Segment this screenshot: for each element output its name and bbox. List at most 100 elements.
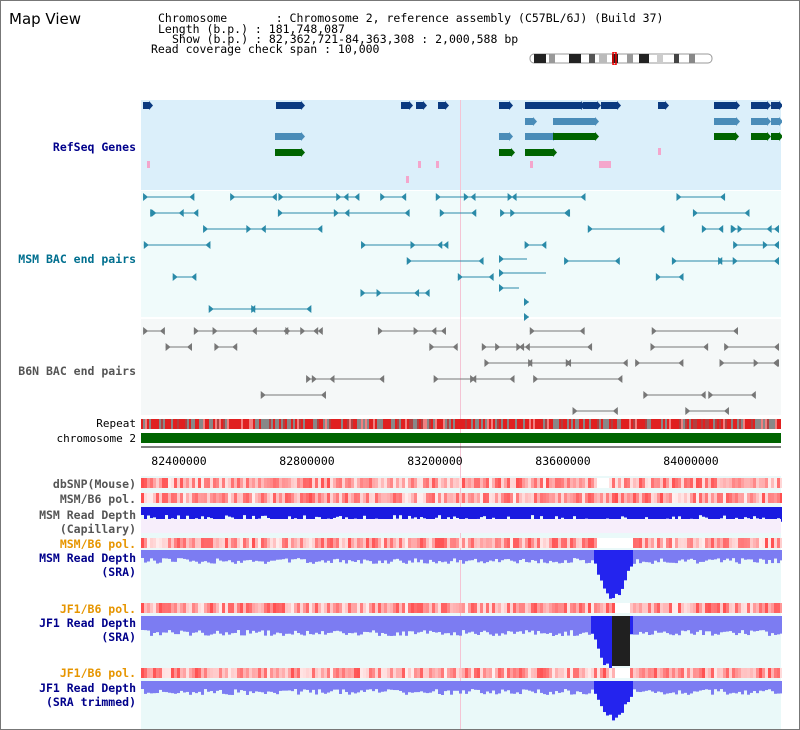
depth-bar: [714, 507, 717, 524]
heat-cell: [192, 603, 195, 613]
heat-cell: [588, 603, 591, 613]
heat-cell: [441, 538, 444, 548]
heat-cell: [372, 603, 375, 613]
label-msm-depth-sra[interactable]: MSM Read Depth (SRA): [39, 551, 136, 579]
heat-cell: [762, 668, 765, 678]
heat-cell: [387, 493, 390, 503]
repeat-segment: [359, 419, 361, 429]
heat-cell: [405, 603, 408, 613]
heat-cell: [267, 538, 270, 548]
heat-cell: [258, 538, 261, 548]
depth-bar: [276, 681, 279, 695]
heat-cell: [591, 538, 594, 548]
b6n-bac-pair-glyphs: [143, 327, 779, 415]
heat-cell: [774, 493, 777, 503]
heat-cell: [483, 668, 486, 678]
heat-cell: [198, 493, 201, 503]
depth-bar: [261, 507, 264, 516]
msm-bac-end-marker: [564, 257, 570, 265]
heat-cell: [342, 478, 345, 488]
depth-bar: [159, 616, 162, 636]
heat-cell: [534, 538, 537, 548]
depth-bar: [234, 550, 237, 564]
b6n-bac-end-marker: [700, 391, 706, 399]
depth-bar: [255, 681, 258, 692]
msm-bac-end-marker: [470, 193, 476, 201]
heat-cell: [525, 478, 528, 488]
heat-cell: [627, 493, 630, 503]
depth-bar: [708, 550, 711, 560]
label-dbsnp[interactable]: dbSNP(Mouse): [52, 477, 136, 491]
depth-bar: [762, 616, 765, 631]
depth-bar: [765, 616, 768, 632]
depth-bar: [681, 507, 684, 521]
label-jf1-b6-pol2[interactable]: JF1/B6 pol.: [59, 666, 136, 680]
label-jf1-depth-trim[interactable]: JF1 Read Depth (SRA trimmed): [39, 681, 136, 709]
refseq-gene: [583, 102, 597, 109]
heat-cell: [675, 538, 678, 548]
msm-bac-track-bg: [141, 191, 781, 317]
depth-bar: [669, 616, 672, 635]
depth-bar: [531, 616, 534, 631]
depth-bar: [741, 616, 744, 631]
depth-bar: [243, 507, 246, 516]
depth-bar: [222, 616, 225, 636]
heat-cell: [780, 603, 783, 613]
label-msm-b6-pol[interactable]: MSM/B6 pol.: [59, 492, 136, 506]
heat-cell: [192, 538, 195, 548]
repeat-segment: [507, 419, 509, 429]
heat-cell: [204, 538, 207, 548]
heat-cell: [525, 603, 528, 613]
heat-cell: [618, 478, 621, 488]
depth-bar: [471, 681, 474, 690]
label-b6n-bac[interactable]: B6N BAC end pairs: [18, 364, 136, 378]
heat-cell: [351, 493, 354, 503]
depth-bar: [648, 550, 651, 563]
heat-cell: [270, 668, 273, 678]
depth-bar: [594, 507, 597, 525]
heat-cell: [171, 478, 174, 488]
depth-bar: [642, 550, 645, 562]
genome-browser-canvas[interactable]: 82400000 82800000 83200000 83600000 8400…: [1, 1, 783, 730]
depth-bar: [705, 681, 708, 690]
heat-cell: [258, 478, 261, 488]
heat-cell: [708, 538, 711, 548]
label-msm-bac[interactable]: MSM BAC end pairs: [18, 252, 136, 266]
label-jf1-b6-pol[interactable]: JF1/B6 pol.: [59, 602, 136, 616]
label-msm-depth-cap[interactable]: MSM Read Depth (Capillary): [39, 508, 136, 536]
repeat-segment: [611, 419, 613, 429]
heat-cell: [372, 668, 375, 678]
depth-bar: [747, 616, 750, 636]
heat-cell: [180, 493, 183, 503]
heat-cell: [717, 668, 720, 678]
heat-cell: [585, 603, 588, 613]
heat-cell: [189, 493, 192, 503]
heat-cell: [450, 493, 453, 503]
heat-cell: [756, 603, 759, 613]
heat-cell: [150, 538, 153, 548]
repeat-segment: [457, 419, 459, 429]
msm-bac-end-marker: [343, 193, 349, 201]
refseq-marker: [530, 161, 533, 168]
label-msm-b6-pol2[interactable]: MSM/B6 pol.: [59, 537, 136, 551]
label-jf1-depth-sra[interactable]: JF1 Read Depth (SRA): [39, 616, 136, 644]
depth-bar: [501, 507, 504, 524]
chromosome-ideogram[interactable]: [529, 52, 715, 65]
heat-cell: [672, 493, 675, 503]
heat-cell: [177, 603, 180, 613]
refseq-gene: [553, 118, 595, 125]
depth-bar: [744, 550, 747, 560]
depth-bar: [429, 616, 432, 631]
heat-cell: [480, 668, 483, 678]
label-refseq[interactable]: RefSeq Genes: [52, 140, 136, 154]
depth-bar: [360, 681, 363, 691]
depth-bar: [480, 507, 483, 518]
depth-bar: [585, 681, 588, 695]
repeat-segment: [775, 419, 777, 429]
axis-tick-label: 83600000: [535, 454, 590, 468]
heat-cell: [504, 493, 507, 503]
heat-cell: [636, 668, 639, 678]
heat-cell: [336, 538, 339, 548]
depth-bar: [726, 550, 729, 559]
depth-bar: [732, 507, 735, 521]
